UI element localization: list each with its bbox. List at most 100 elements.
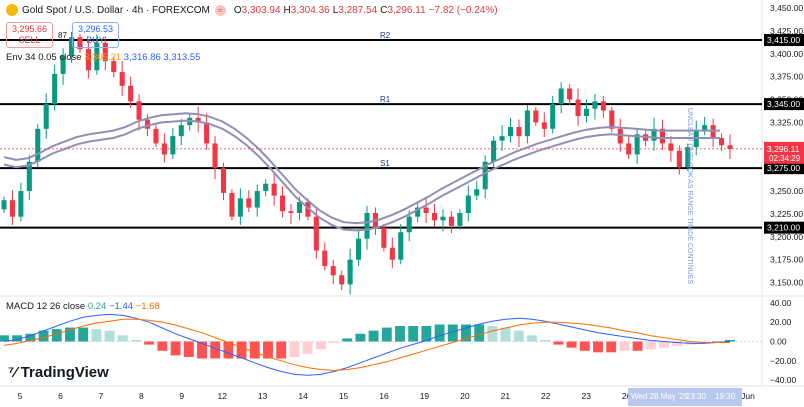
macd-histogram-bar (711, 341, 722, 343)
candle-body (634, 134, 640, 155)
macd-histogram-bar (223, 341, 234, 359)
sell-button[interactable]: 3,295.66 SELL (6, 22, 54, 48)
candle-body (432, 213, 438, 221)
candle-body (617, 128, 623, 144)
candle-body (60, 55, 66, 74)
candle-body (600, 101, 606, 111)
tradingview-name: TradingView (20, 364, 109, 381)
macd-histogram-bar (183, 341, 194, 357)
time-tick-label: 7 (99, 391, 104, 401)
envelope-legend[interactable]: Env 34 0.05 close 3,305.21 3,316.86 3,31… (6, 52, 200, 63)
buy-button[interactable]: 3,296.53 BUY (71, 22, 119, 48)
candle-body (364, 213, 370, 239)
trade-panel: 3,295.66 SELL 87 3,296.53 BUY (6, 22, 119, 48)
macd-histogram-bar (65, 327, 75, 342)
price-tick-label: 3,250.00 (770, 186, 803, 196)
candle-body (533, 110, 539, 123)
candle-body (153, 128, 159, 144)
level-price-tag (764, 162, 804, 175)
candle-body (254, 191, 260, 208)
candle-body (280, 195, 286, 212)
candle-body (144, 119, 151, 129)
macd-histogram-bar (553, 341, 564, 345)
sell-price: 3,295.66 (12, 24, 48, 34)
macd-histogram-bar (157, 341, 168, 351)
time-highlight (628, 388, 742, 406)
macd-legend-v2: −1.44 (108, 301, 134, 312)
high-label: H (283, 4, 291, 16)
macd-histogram-bar (276, 341, 287, 359)
level-price-label: 3,210.00 (767, 223, 800, 233)
price-tick-label: 3,200.00 (770, 232, 803, 242)
candle-body (94, 42, 100, 71)
macd-histogram-bar (672, 341, 683, 347)
candle-body (457, 213, 463, 226)
level-price-tag (764, 34, 804, 47)
tradingview-branding[interactable]: ⁷⁄ TradingView (8, 364, 109, 381)
macd-histogram-bar (500, 327, 511, 342)
candle-body (499, 136, 505, 141)
price-tick-label: 3,450.00 (770, 3, 803, 13)
macd-tick-label: 20.00 (770, 317, 792, 327)
macd-histogram-bar (144, 341, 155, 345)
macd-histogram-bar (104, 330, 115, 342)
candle-body (592, 101, 598, 109)
macd-tick-label: 40.00 (770, 298, 792, 308)
macd-histogram-bar (302, 341, 313, 354)
candle-body (102, 42, 108, 62)
close-value: 3,296.11 (387, 4, 426, 16)
macd-histogram-bar (579, 341, 590, 351)
macd-legend-v3: −1.68 (135, 301, 160, 312)
macd-histogram-bar (513, 330, 524, 342)
candle-body (550, 104, 556, 129)
candle-body (541, 122, 547, 129)
candle-body (170, 136, 176, 155)
macd-histogram-bar (632, 341, 643, 351)
macd-histogram-bar (527, 335, 537, 342)
candle-body (491, 140, 497, 162)
low-value: 3,287.54 (338, 4, 378, 16)
candle-body (567, 88, 573, 100)
envelope-legend-label: Env 34 0.05 close (6, 52, 82, 63)
level-price-tag (764, 221, 804, 234)
macd-histogram-bar (289, 341, 300, 357)
candle-body (507, 126, 514, 137)
macd-histogram-bar (210, 341, 221, 359)
macd-histogram-bar (12, 335, 23, 342)
candle-body (727, 145, 733, 149)
symbol-title[interactable]: Gold Spot / U.S. Dollar · 4h · FOREXCOM (22, 4, 210, 16)
envelope-legend-v2: 3,316.86 (123, 52, 161, 63)
macd-histogram-bar (329, 341, 339, 344)
macd-histogram-bar (117, 335, 128, 342)
candle-body (77, 37, 83, 50)
macd-histogram-bar (619, 341, 630, 351)
macd-histogram-bar (170, 341, 181, 356)
candle-body (651, 128, 657, 141)
candle-body (237, 198, 243, 217)
time-tick-label: 6 (58, 391, 63, 401)
macd-histogram-bar (447, 324, 458, 342)
candle-body (212, 143, 218, 169)
wave-icon[interactable]: ≈ (214, 4, 226, 16)
candle-body (575, 99, 581, 116)
level-name: R1 (380, 95, 391, 104)
level-name: R2 (380, 31, 391, 40)
macd-legend-v1: 0.24 (87, 301, 107, 312)
low-label: L (332, 4, 339, 16)
time-tick-label: 19 (420, 391, 430, 401)
macd-histogram-bar (461, 324, 471, 342)
candle-body (119, 72, 125, 86)
candle-body (330, 266, 336, 276)
macd-histogram-bar (131, 339, 141, 342)
candle-body (381, 227, 387, 248)
open-label: O (233, 4, 242, 16)
candle-body (128, 85, 134, 102)
price-tick-label: 3,375.00 (770, 72, 803, 82)
level-price-label: 3,415.00 (767, 35, 800, 45)
macd-legend[interactable]: MACD 12 26 close 0.24 −1.44 −1.68 (6, 301, 160, 312)
macd-legend-label: MACD 12 26 close (6, 301, 86, 312)
candle-body (423, 207, 429, 214)
candle-body (246, 198, 252, 208)
sell-label: SELL (18, 35, 41, 45)
